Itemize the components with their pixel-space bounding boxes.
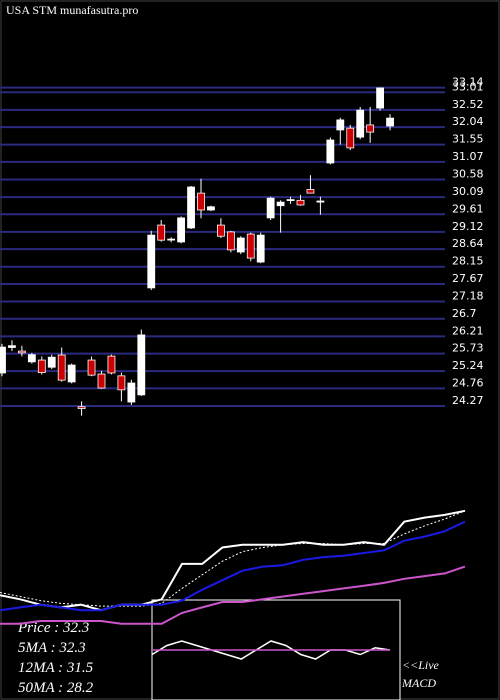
candle-body <box>366 124 375 133</box>
y-tick-label: 29.61 <box>452 202 484 215</box>
y-tick-label: 25.73 <box>452 342 484 355</box>
candle-body <box>266 197 275 219</box>
candle-body <box>316 200 325 203</box>
candle-body <box>67 364 76 383</box>
candle-body <box>157 224 166 241</box>
candle-body <box>197 192 205 211</box>
y-tick-label: 27.18 <box>452 290 484 303</box>
candle-body <box>97 373 106 389</box>
candle-body <box>386 117 394 127</box>
candle-body <box>236 237 245 253</box>
candle-body <box>0 346 6 374</box>
candle-body <box>356 109 365 138</box>
candle-body <box>207 206 215 211</box>
candle-body <box>127 382 136 403</box>
candle-body <box>376 87 385 109</box>
y-tick-label: 27.67 <box>452 272 484 285</box>
y-tick-label: 28.15 <box>452 255 484 268</box>
candle-body <box>17 350 26 354</box>
ma-line <box>0 565 466 625</box>
candle-body <box>187 186 195 229</box>
legend-label: 50MA : 28.2 <box>18 680 94 696</box>
candle-body <box>286 199 295 201</box>
y-tick-label: 33.14 <box>452 76 484 89</box>
ma-line <box>0 510 466 607</box>
ma-line <box>0 509 466 612</box>
candle-body <box>147 234 156 289</box>
y-tick-label: 30.09 <box>452 185 484 198</box>
y-tick-label: 26.21 <box>452 324 484 337</box>
y-tick-label: 33.01 <box>452 80 484 93</box>
candle-body <box>77 406 86 409</box>
candle-body <box>177 217 186 243</box>
candle-body <box>8 345 16 348</box>
macd-line <box>151 640 391 660</box>
candle-body <box>57 354 66 381</box>
legend-label: 5MA : 32.3 <box>18 640 86 656</box>
y-tick-label: 26.7 <box>452 307 477 320</box>
macd-label: MACD <box>401 676 436 690</box>
y-tick-label: 31.55 <box>452 133 484 146</box>
candle-body <box>37 359 46 374</box>
y-tick-label: 29.12 <box>452 220 484 233</box>
candle-body <box>47 356 56 368</box>
legend-label: 12MA : 31.5 <box>18 660 94 676</box>
candle-body <box>27 354 36 363</box>
candle-body <box>256 234 265 263</box>
ma-line <box>0 520 466 612</box>
candle-body <box>167 238 176 241</box>
candle-body <box>87 359 96 376</box>
candle-body <box>216 224 225 237</box>
candle-body <box>276 201 285 207</box>
candle-body <box>326 139 335 164</box>
y-tick-label: 25.24 <box>452 359 484 372</box>
candle-body <box>107 355 116 374</box>
candle-body <box>296 199 305 206</box>
y-tick-label: 32.04 <box>452 115 484 128</box>
macd-label: <<Live <box>402 658 440 672</box>
y-tick-label: 28.64 <box>452 237 484 250</box>
y-tick-label: 24.76 <box>452 376 484 389</box>
y-tick-label: 24.27 <box>452 394 484 407</box>
candle-body <box>346 127 355 149</box>
candle-body <box>246 233 255 259</box>
candle-body <box>117 375 126 391</box>
candle-body <box>137 334 146 396</box>
y-tick-label: 30.58 <box>452 167 484 180</box>
legend-label: Price : 32.3 <box>17 620 89 636</box>
y-tick-label: 32.52 <box>452 98 484 111</box>
candle-body <box>306 189 315 194</box>
y-tick-label: 31.07 <box>452 150 484 163</box>
chart-title: USA STM munafasutra.pro <box>6 3 138 17</box>
candle-body <box>226 231 235 251</box>
candle-body <box>336 119 345 131</box>
